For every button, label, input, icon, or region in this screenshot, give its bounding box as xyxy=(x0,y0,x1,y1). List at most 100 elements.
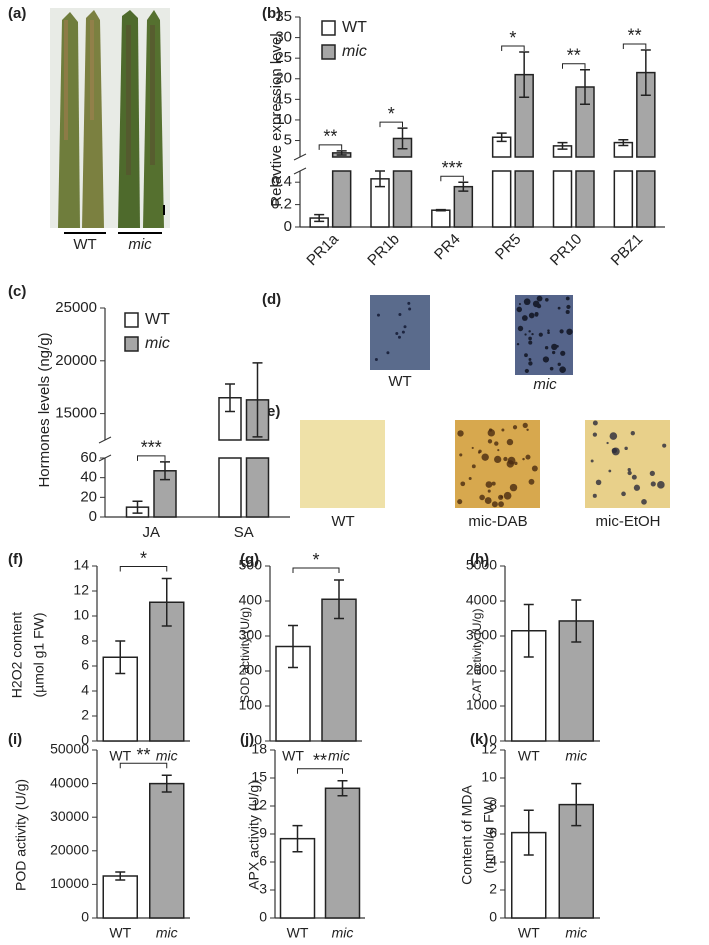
error-bar xyxy=(161,577,172,627)
bar xyxy=(149,782,185,919)
spot xyxy=(514,461,518,466)
spot xyxy=(524,368,529,374)
legend-label: mic xyxy=(145,335,170,352)
panel-label: (a) xyxy=(8,5,26,22)
bar xyxy=(218,457,242,518)
x-tick-label: mic xyxy=(156,925,178,941)
x-tick-label: WT xyxy=(518,748,540,764)
error-bar xyxy=(225,383,235,413)
error-bar xyxy=(292,824,303,853)
image-label: WT xyxy=(73,236,96,253)
bar xyxy=(331,170,352,228)
error-bar xyxy=(397,127,408,150)
y-tick-label: 0 xyxy=(89,508,97,525)
axis-break xyxy=(98,454,112,462)
y-tick-label: 4000 xyxy=(466,592,497,608)
spot xyxy=(609,432,618,440)
significance-bracket xyxy=(318,144,343,150)
error-bar xyxy=(115,640,126,675)
spot xyxy=(611,447,620,456)
bar xyxy=(392,170,413,228)
x-tick-label: mic xyxy=(328,748,350,764)
significance-label: ** xyxy=(323,127,337,147)
spot xyxy=(403,325,407,329)
spot xyxy=(559,366,566,373)
spot xyxy=(471,446,474,450)
x-tick-label: PBZ1 xyxy=(608,231,647,270)
spot xyxy=(516,306,523,313)
error-bar xyxy=(336,150,347,156)
legend-swatch xyxy=(124,336,139,352)
y-axis-title: (nmol/g FW) xyxy=(481,797,497,874)
spot xyxy=(491,501,498,508)
spot xyxy=(650,481,656,487)
y-tick-label: 8 xyxy=(489,797,497,813)
bar xyxy=(453,185,474,228)
panel-label: (g) xyxy=(240,551,259,568)
stain-spots xyxy=(457,420,667,508)
y-tick-label: 20000 xyxy=(55,352,97,369)
leaf-streak xyxy=(126,25,131,175)
spot xyxy=(631,474,637,480)
y-tick-label: 50000 xyxy=(50,741,89,757)
stain-photo xyxy=(585,420,670,508)
spot xyxy=(641,499,647,505)
y-tick-label: 30 xyxy=(275,29,292,46)
error-bar xyxy=(580,68,590,106)
legend-swatch xyxy=(321,44,336,60)
error-bar xyxy=(161,774,172,793)
bar xyxy=(575,170,595,228)
x-tick-label: mic xyxy=(565,925,587,941)
image-label: mic-EtOH xyxy=(596,513,661,530)
spot xyxy=(590,459,594,463)
spot xyxy=(498,501,504,508)
leaf-streak xyxy=(90,20,94,120)
spot xyxy=(559,329,564,334)
error-bar xyxy=(523,603,534,658)
spot xyxy=(633,484,641,491)
y-tick-label: 6 xyxy=(81,657,89,673)
spot xyxy=(528,358,532,361)
spot xyxy=(525,454,531,460)
bar xyxy=(552,170,573,228)
spot xyxy=(549,366,554,371)
x-tick-label: WT xyxy=(287,925,309,941)
spot xyxy=(528,361,533,366)
error-bar xyxy=(115,871,126,881)
spot xyxy=(501,428,505,432)
y-tick-label: 200 xyxy=(239,662,263,678)
y-tick-label: 3000 xyxy=(466,627,497,643)
spot xyxy=(471,464,476,469)
y-tick-label: 15 xyxy=(251,769,267,785)
spot xyxy=(526,428,529,432)
spot xyxy=(649,470,655,476)
spot xyxy=(397,335,401,339)
spot xyxy=(608,469,612,473)
error-bar xyxy=(557,141,568,150)
stain-photo xyxy=(515,295,573,375)
spot xyxy=(592,420,598,426)
spot xyxy=(528,336,532,341)
y-tick-label: 100 xyxy=(239,697,263,713)
bar xyxy=(321,598,357,742)
y-tick-label: 2 xyxy=(81,707,89,723)
spot xyxy=(624,446,628,451)
significance-bracket xyxy=(292,567,340,573)
y-tick-label: 0.4 xyxy=(271,173,292,190)
y-tick-label: 10 xyxy=(481,769,497,785)
y-tick-label: 2000 xyxy=(466,662,497,678)
spot xyxy=(547,329,550,332)
y-tick-label: 0 xyxy=(489,909,497,925)
spot xyxy=(488,428,493,432)
panel-label: (b) xyxy=(262,5,281,22)
y-axis-title: H2O2 content xyxy=(9,612,25,698)
spot xyxy=(595,479,602,486)
y-tick-label: 20000 xyxy=(50,842,89,858)
spot xyxy=(522,457,525,461)
significance-bracket xyxy=(297,768,343,774)
spot xyxy=(509,483,518,492)
y-tick-label: 12 xyxy=(73,582,89,598)
spot xyxy=(517,325,524,332)
bar xyxy=(431,209,451,228)
